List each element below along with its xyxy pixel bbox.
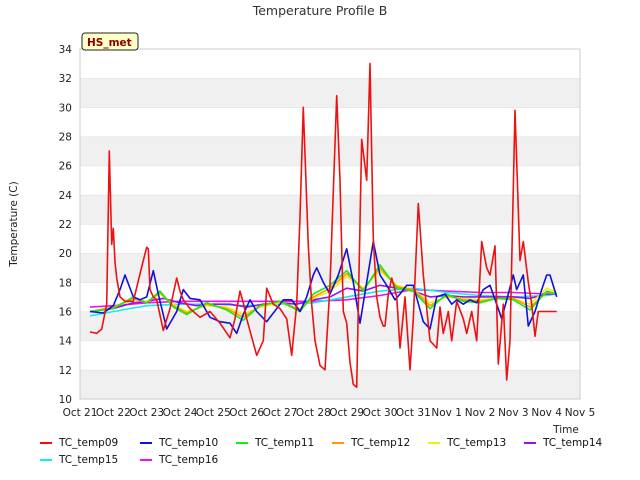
chart-title: Temperature Profile B [252,3,388,18]
grid-band [80,165,580,195]
legend-swatch [140,459,152,461]
legend-swatch [428,442,440,444]
y-axis-label: Temperature (C) [8,181,20,267]
grid-band [80,49,580,79]
plot-frame [79,48,581,400]
y-tick-label: 28 [59,132,72,144]
grid-band [80,194,580,224]
legend-label: TC_temp11 [255,437,315,449]
y-tick-label: 14 [59,336,73,348]
y-tick-label: 20 [59,248,72,260]
grid-band [80,78,580,108]
x-axis-label: Time [552,424,579,436]
legend-swatch [236,442,248,444]
grid-band [80,107,580,137]
legend-item: TC_temp16 [140,453,218,467]
legend-label: TC_temp12 [351,437,411,449]
y-tick-label: 26 [59,161,73,173]
y-tick-label: 30 [59,102,72,114]
legend-item: TC_temp12 [332,436,410,450]
x-tick-label: Nov 3 [498,407,529,419]
x-tick-label: Oct 26 [229,407,264,419]
y-tick-label: 10 [59,394,72,406]
grid-band [80,340,580,370]
annotation-label: HS_met [87,37,132,49]
legend-swatch [524,442,536,444]
series-lines [89,62,558,389]
legend-item: TC_temp14 [524,436,602,450]
x-tick-label: Nov 2 [465,407,496,419]
legend-swatch [140,442,152,444]
grid-band [80,136,580,166]
x-tick-label: Oct 29 [329,407,364,419]
x-tick-label: Oct 27 [263,407,298,419]
grid-band [80,369,580,399]
y-tick-label: 24 [59,190,73,202]
legend-label: TC_temp10 [159,437,219,449]
legend-item: TC_temp13 [428,436,506,450]
x-tick-label: Oct 22 [96,407,131,419]
x-tick-label: Oct 28 [296,407,331,419]
y-tick-label: 18 [59,277,72,289]
y-tick-label: 22 [59,219,72,231]
x-tick-label: Oct 31 [396,407,431,419]
x-tick-label: Oct 23 [129,407,164,419]
x-tick-label: Oct 24 [163,407,198,419]
legend-label: TC_temp13 [447,437,507,449]
legend-item: TC_temp09 [40,436,118,450]
x-tick-label: Oct 21 [63,407,98,419]
y-tick-label: 16 [59,307,73,319]
grid-band [80,224,580,254]
legend-swatch [40,442,52,444]
legend-swatch [40,459,52,461]
legend-label: TC_temp09 [59,437,119,449]
legend-label: TC_temp14 [543,437,603,449]
series-line-TC_temp09 [89,62,557,389]
annotation-box: HS_met [81,32,139,51]
x-tick-label: Nov 5 [565,407,596,419]
y-tick-label: 32 [59,73,72,85]
legend-item: TC_temp11 [236,436,314,450]
y-axis: 10 12 14 16 18 20 22 24 26 28 30 32 34 [59,44,73,406]
legend-item: TC_temp15 [40,453,118,467]
x-tick-label: Nov 1 [431,407,462,419]
x-tick-label: Oct 25 [196,407,231,419]
legend-label: TC_temp15 [59,454,119,466]
legend-swatch [332,442,344,444]
x-tick-label: Nov 4 [531,407,562,419]
y-tick-label: 34 [59,44,73,56]
y-tick-label: 12 [59,365,72,377]
x-tick-label: Oct 30 [363,407,398,419]
legend-item: TC_temp10 [140,436,218,450]
legend-label: TC_temp16 [159,454,219,466]
